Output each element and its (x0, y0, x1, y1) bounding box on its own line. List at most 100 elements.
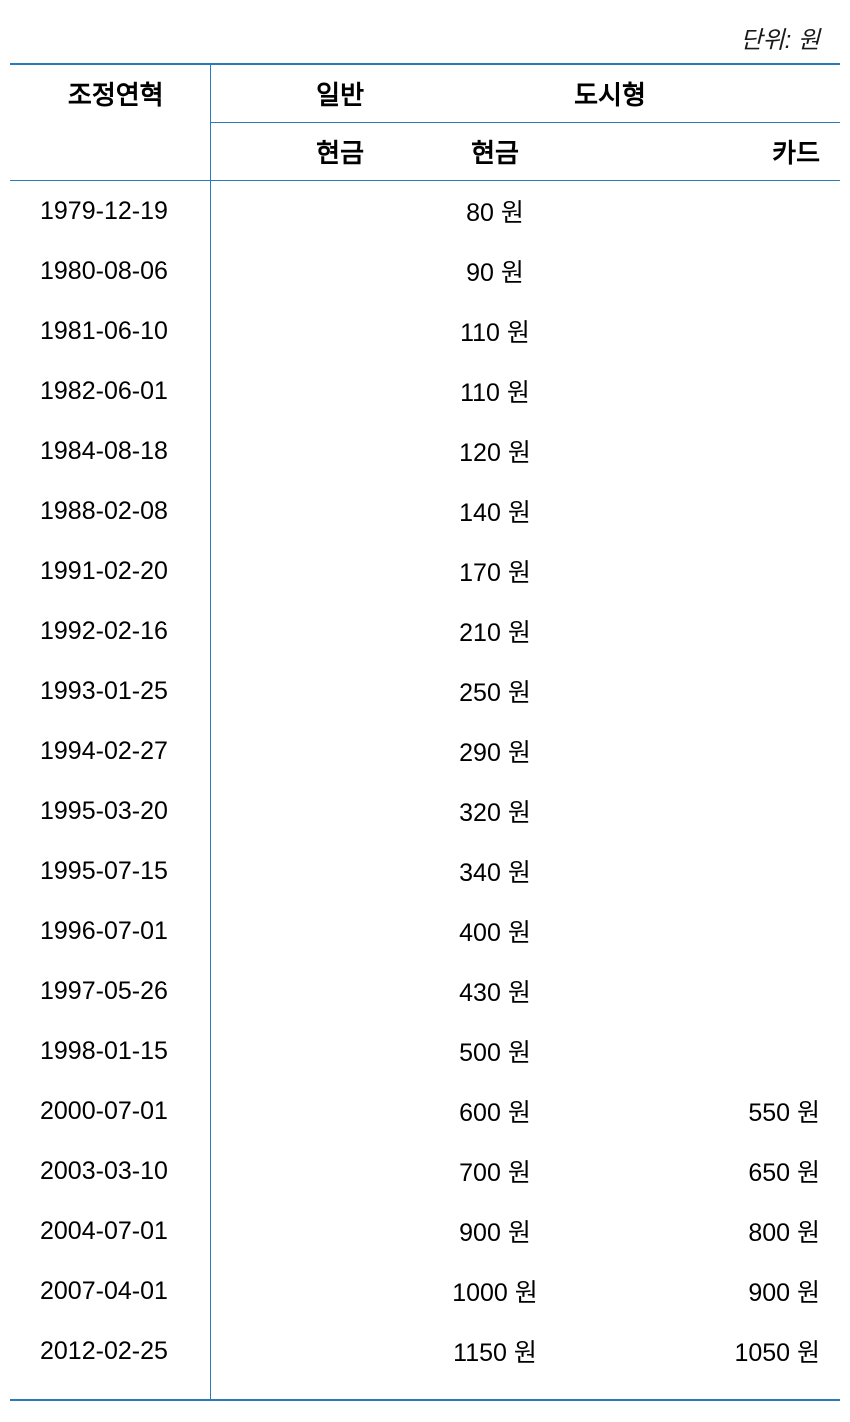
cell-city-card: 900 원 (610, 1261, 840, 1321)
header-city-card: 카드 (610, 123, 840, 181)
cell-city-card (610, 181, 840, 242)
cell-general-cash (210, 661, 380, 721)
cell-date: 2003-03-10 (10, 1141, 210, 1201)
cell-general-cash (210, 541, 380, 601)
cell-date: 2004-07-01 (10, 1201, 210, 1261)
table-row: 2007-04-01 1000 원900 원 (10, 1261, 840, 1321)
cell-city-card (610, 1021, 840, 1081)
cell-general-cash (210, 781, 380, 841)
cell-city-cash: 700 원 (380, 1141, 610, 1201)
cell-city-cash: 80 원 (380, 181, 610, 242)
cell-date: 1998-01-15 (10, 1021, 210, 1081)
cell-city-card (610, 901, 840, 961)
cell-date: 2000-07-01 (10, 1081, 210, 1141)
table-row: 1979-12-19 80 원 (10, 181, 840, 242)
cell-city-card: 1050 원 (610, 1321, 840, 1400)
cell-city-cash: 90 원 (380, 241, 610, 301)
cell-general-cash (210, 601, 380, 661)
table-row: 1998-01-15 500 원 (10, 1021, 840, 1081)
cell-general-cash (210, 241, 380, 301)
cell-date: 1993-01-25 (10, 661, 210, 721)
cell-general-cash (210, 421, 380, 481)
cell-city-cash: 110 원 (380, 301, 610, 361)
cell-date: 1995-03-20 (10, 781, 210, 841)
cell-city-cash: 170 원 (380, 541, 610, 601)
cell-date: 1982-06-01 (10, 361, 210, 421)
table-row: 1997-05-26430 원 (10, 961, 840, 1021)
cell-city-cash: 140 원 (380, 481, 610, 541)
cell-city-cash: 1000 원 (380, 1261, 610, 1321)
cell-city-card (610, 601, 840, 661)
cell-city-card (610, 421, 840, 481)
cell-general-cash (210, 301, 380, 361)
cell-general-cash (210, 721, 380, 781)
header-date: 조정연혁 (10, 64, 210, 123)
cell-general-cash (210, 841, 380, 901)
cell-city-cash: 400 원 (380, 901, 610, 961)
table-row: 1995-03-20 320 원 (10, 781, 840, 841)
cell-date: 2007-04-01 (10, 1261, 210, 1321)
cell-date: 1992-02-16 (10, 601, 210, 661)
cell-date: 1988-02-08 (10, 481, 210, 541)
cell-date: 1995-07-15 (10, 841, 210, 901)
cell-city-card (610, 361, 840, 421)
cell-city-cash: 600 원 (380, 1081, 610, 1141)
cell-date: 1980-08-06 (10, 241, 210, 301)
cell-city-card: 650 원 (610, 1141, 840, 1201)
table-row: 1981-06-10110 원 (10, 301, 840, 361)
cell-date: 1991-02-20 (10, 541, 210, 601)
header-date-empty (10, 123, 210, 181)
table-row: 1995-07-15 340 원 (10, 841, 840, 901)
cell-date: 1984-08-18 (10, 421, 210, 481)
cell-city-cash: 210 원 (380, 601, 610, 661)
table-row: 1996-07-01 400 원 (10, 901, 840, 961)
table-row: 1993-01-25 250 원 (10, 661, 840, 721)
cell-city-cash: 500 원 (380, 1021, 610, 1081)
header-city: 도시형 (380, 64, 840, 123)
cell-city-card (610, 661, 840, 721)
cell-city-card (610, 841, 840, 901)
table-row: 1991-02-20 170 원 (10, 541, 840, 601)
cell-general-cash (210, 181, 380, 242)
table-row: 1982-06-01 110 원 (10, 361, 840, 421)
cell-general-cash (210, 361, 380, 421)
cell-general-cash (210, 1081, 380, 1141)
fare-table: 조정연혁 일반 도시형 현금 현금 카드 1979-12-1980 원1980-… (10, 63, 840, 1402)
header-city-cash: 현금 (380, 123, 610, 181)
cell-city-cash: 340 원 (380, 841, 610, 901)
cell-general-cash (210, 1021, 380, 1081)
cell-city-cash: 900 원 (380, 1201, 610, 1261)
table-row: 1980-08-06 90 원 (10, 241, 840, 301)
table-row: 2003-03-10 700 원650 원 (10, 1141, 840, 1201)
cell-date: 1996-07-01 (10, 901, 210, 961)
cell-date: 2012-02-25 (10, 1321, 210, 1400)
cell-city-card (610, 241, 840, 301)
cell-city-card: 800 원 (610, 1201, 840, 1261)
cell-date: 1997-05-26 (10, 961, 210, 1021)
table-row: 1988-02-08 140 원 (10, 481, 840, 541)
cell-general-cash (210, 901, 380, 961)
cell-date: 1994-02-27 (10, 721, 210, 781)
cell-city-cash: 320 원 (380, 781, 610, 841)
cell-city-cash: 1150 원 (380, 1321, 610, 1400)
cell-city-cash: 110 원 (380, 361, 610, 421)
table-row: 1984-08-18120 원 (10, 421, 840, 481)
cell-general-cash (210, 481, 380, 541)
cell-city-cash: 250 원 (380, 661, 610, 721)
cell-general-cash (210, 1141, 380, 1201)
table-footer-border (10, 1400, 840, 1402)
cell-city-card (610, 721, 840, 781)
unit-label: 단위: 원 (10, 20, 840, 63)
cell-city-card (610, 481, 840, 541)
table-row: 1992-02-16 210 원 (10, 601, 840, 661)
header-general-cash: 현금 (210, 123, 380, 181)
header-general: 일반 (210, 64, 380, 123)
cell-date: 1979-12-19 (10, 181, 210, 242)
cell-city-card (610, 541, 840, 601)
table-row: 2012-02-25 1150 원1050 원 (10, 1321, 840, 1400)
cell-general-cash (210, 1201, 380, 1261)
cell-general-cash (210, 961, 380, 1021)
table-row: 2004-07-01 900 원800 원 (10, 1201, 840, 1261)
cell-general-cash (210, 1321, 380, 1400)
cell-city-card (610, 781, 840, 841)
